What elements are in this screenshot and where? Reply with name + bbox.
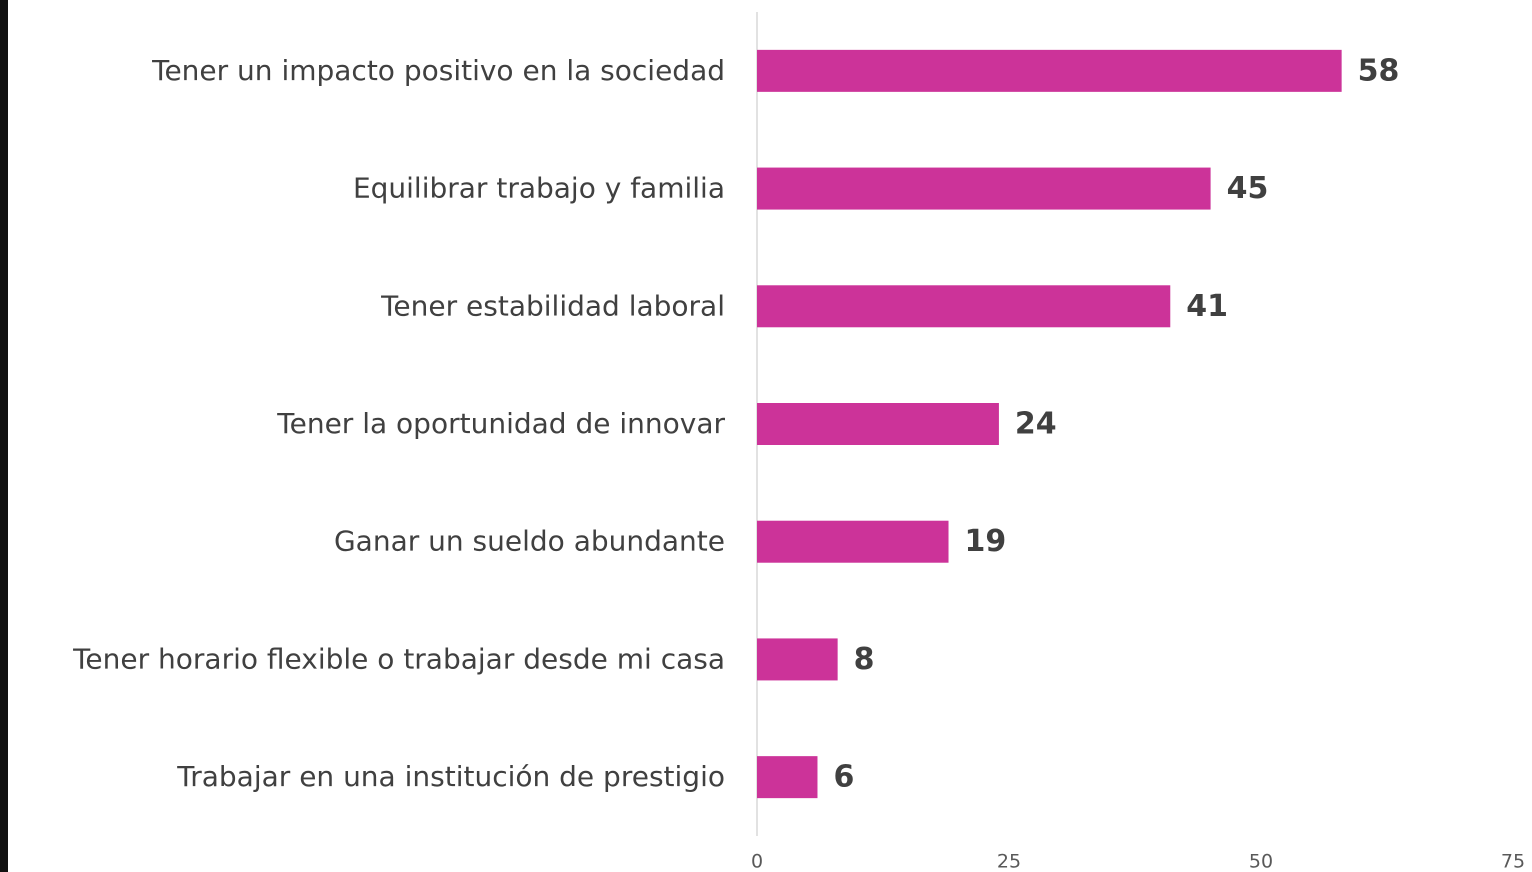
category-label: Trabajar en una institución de prestigio: [176, 760, 725, 793]
category-label: Equilibrar trabajo y familia: [353, 172, 725, 205]
bar: [757, 49, 1342, 92]
bar: [757, 520, 949, 563]
category-label: Tener la oportunidad de innovar: [276, 407, 725, 440]
value-label: 19: [965, 524, 1007, 559]
category-label: Tener un impacto positivo en la sociedad: [151, 54, 725, 87]
category-label: Tener horario flexible o trabajar desde …: [72, 642, 725, 675]
value-label: 24: [1015, 407, 1057, 442]
x-tick-label: 0: [751, 851, 763, 872]
bar: [757, 285, 1171, 328]
value-label: 8: [854, 642, 875, 677]
bar: [757, 638, 838, 681]
value-label: 6: [833, 760, 854, 795]
value-label: 58: [1358, 53, 1400, 88]
x-tick-label: 75: [1501, 851, 1525, 872]
category-label: Tener estabilidad laboral: [380, 289, 725, 322]
category-label: Ganar un sueldo abundante: [334, 525, 725, 558]
value-label: 41: [1186, 289, 1228, 324]
left-edge: [0, 0, 8, 872]
bar: [757, 756, 818, 799]
x-tick-label: 50: [1249, 851, 1273, 872]
value-label: 45: [1227, 171, 1269, 206]
bar: [757, 403, 999, 445]
x-tick-label: 25: [997, 851, 1021, 872]
bar: [757, 167, 1211, 210]
